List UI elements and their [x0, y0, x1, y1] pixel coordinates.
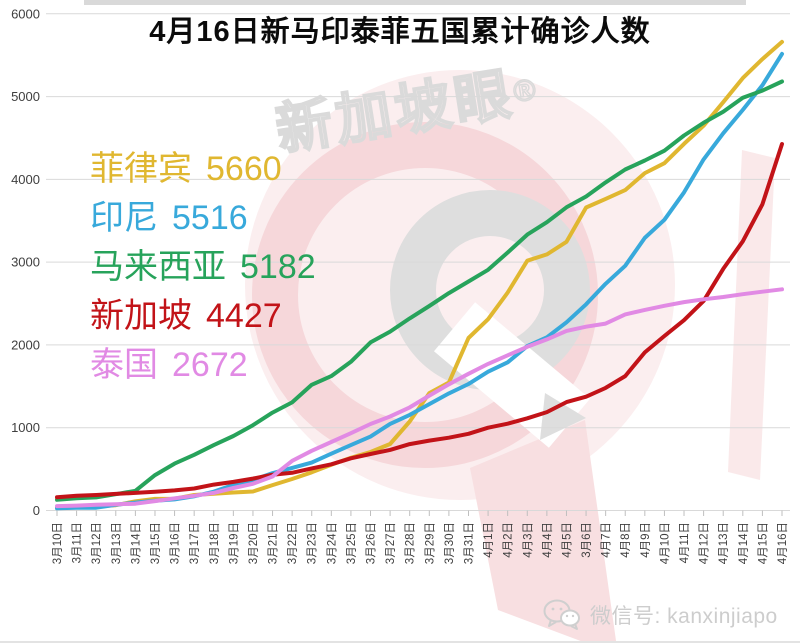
- legend-item-0: 菲律宾 5660: [90, 145, 316, 194]
- top-edge-strip: [84, 0, 746, 5]
- legend-series-name: 新加坡: [90, 297, 192, 335]
- legend-item-4: 泰国 2672: [90, 341, 316, 390]
- legend-series-name: 泰国: [90, 346, 158, 384]
- y-tick-label: 5000: [11, 89, 40, 104]
- y-tick-label: 3000: [11, 255, 40, 270]
- x-tick-label: 3月17日: [189, 522, 201, 564]
- legend-series-name: 印尼: [90, 199, 158, 237]
- y-tick-label: 4000: [11, 172, 40, 187]
- x-tick-label: 4月12日: [699, 522, 711, 564]
- x-tick-label: 3月24日: [326, 522, 338, 564]
- footer-wechat: 微信号: kanxinjiapo: [542, 598, 778, 632]
- x-tick-label: 4月14日: [738, 522, 750, 564]
- legend-series-value: 5660: [206, 150, 282, 188]
- x-tick-label: 3月11日: [72, 522, 84, 563]
- x-tick-label: 4月16日: [777, 522, 789, 564]
- x-tick-label: 3月29日: [424, 522, 436, 564]
- x-tick-label: 3月13日: [111, 522, 123, 564]
- x-tick-label: 4月5日: [561, 522, 573, 558]
- legend-item-1: 印尼 5516: [90, 194, 316, 243]
- wechat-icon: [543, 599, 580, 630]
- legend-series-name: 马来西亚: [90, 248, 226, 286]
- x-tick-label: 4月8日: [620, 522, 632, 558]
- x-tick-label: 3月16日: [170, 522, 182, 564]
- legend-item-2: 马来西亚 5182: [90, 243, 316, 292]
- x-tick-label: 4月15日: [757, 522, 769, 564]
- x-tick-label: 3月21日: [268, 522, 280, 564]
- x-tick-label: 4月4日: [542, 522, 554, 558]
- legend-series-value: 5182: [240, 248, 316, 286]
- x-tick-label: 3月26日: [366, 522, 378, 564]
- wechat-id-label: 微信号: kanxinjiapo: [590, 605, 778, 628]
- x-tick-label: 3月19日: [228, 522, 240, 564]
- x-tick-label: 3月25日: [346, 522, 358, 564]
- x-tick-label: 4月2日: [503, 522, 515, 558]
- x-tick-label: 3月6日: [581, 522, 593, 558]
- x-tick-label: 4月9日: [640, 522, 652, 558]
- x-tick-label: 4月1日: [483, 522, 495, 558]
- x-tick-label: 4月10日: [659, 522, 671, 564]
- y-tick-label: 0: [33, 503, 40, 518]
- x-tick-label: 3月12日: [91, 522, 103, 564]
- y-tick-label: 2000: [11, 337, 40, 352]
- chart-title: 4月16日新马印泰菲五国累计确诊人数: [149, 16, 651, 48]
- bottom-edge-strip: [0, 641, 800, 643]
- x-tick-label: 4月11日: [679, 522, 691, 563]
- x-tick-label: 3月18日: [209, 522, 221, 564]
- x-tick-label: 3月20日: [248, 522, 260, 564]
- x-tick-label: 3月27日: [385, 522, 397, 564]
- legend-series-value: 5516: [172, 199, 248, 237]
- x-axis-ticks: [56, 510, 783, 516]
- chart-legend: 菲律宾 5660 印尼 5516 马来西亚 5182 新加坡 4427 泰国 2672: [90, 145, 316, 390]
- x-tick-label: 3月28日: [405, 522, 417, 564]
- x-tick-label: 3月15日: [150, 522, 162, 564]
- x-tick-label: 3月14日: [130, 522, 142, 564]
- x-tick-label: 3月10日: [52, 522, 64, 564]
- x-tick-label: 3月31日: [463, 522, 475, 564]
- y-tick-label: 1000: [11, 420, 40, 435]
- x-tick-label: 3月30日: [444, 522, 456, 564]
- x-axis-labels: 3月10日 3月11日 3月12日 3月13日 3月14日 3月15日 3月16日 3月17日…: [52, 522, 789, 564]
- x-tick-label: 3月23日: [307, 522, 319, 564]
- x-tick-label: 4月3日: [522, 522, 534, 558]
- x-tick-label: 3月22日: [287, 522, 299, 564]
- legend-item-3: 新加坡 4427: [90, 292, 316, 341]
- x-tick-label: 4月7日: [601, 522, 613, 558]
- legend-series-name: 菲律宾: [90, 150, 192, 188]
- registered-mark-icon: ®: [510, 72, 543, 110]
- x-tick-label: 4月13日: [718, 522, 730, 564]
- legend-series-value: 2672: [172, 346, 248, 384]
- legend-series-value: 4427: [206, 297, 282, 335]
